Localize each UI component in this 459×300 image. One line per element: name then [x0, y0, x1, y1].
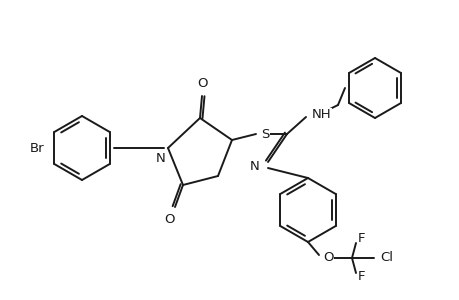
Text: N: N: [156, 152, 166, 164]
Text: O: O: [197, 77, 208, 90]
Text: F: F: [357, 232, 365, 245]
Text: N: N: [250, 160, 259, 172]
Text: Br: Br: [29, 142, 44, 154]
Text: O: O: [322, 251, 333, 265]
Text: NH: NH: [311, 109, 331, 122]
Text: S: S: [260, 128, 269, 140]
Text: O: O: [164, 213, 175, 226]
Text: F: F: [357, 271, 365, 284]
Text: Cl: Cl: [379, 251, 392, 265]
